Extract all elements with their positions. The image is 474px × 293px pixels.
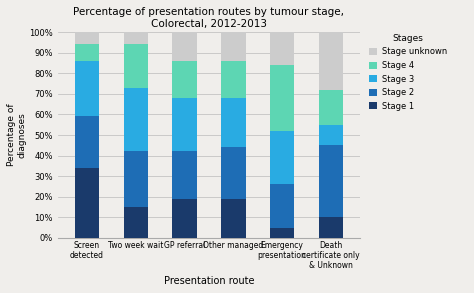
Bar [221, 98, 246, 147]
Bar [270, 65, 294, 131]
Bar [221, 147, 246, 199]
Bar [124, 88, 148, 151]
Bar [173, 61, 197, 98]
Bar [124, 45, 148, 88]
Bar [270, 32, 294, 65]
Bar [124, 32, 148, 45]
X-axis label: Presentation route: Presentation route [164, 276, 254, 286]
Bar [75, 168, 99, 238]
Bar [173, 199, 197, 238]
Bar [270, 131, 294, 184]
Bar [270, 184, 294, 228]
Bar [75, 32, 99, 45]
Bar [75, 61, 99, 117]
Bar [124, 151, 148, 207]
Bar [75, 45, 99, 61]
Bar [173, 98, 197, 151]
Bar [319, 125, 343, 145]
Bar [173, 32, 197, 61]
Bar [319, 90, 343, 125]
Bar [319, 32, 343, 90]
Bar [221, 61, 246, 98]
Bar [75, 117, 99, 168]
Title: Percentage of presentation routes by tumour stage,
Colorectal, 2012-2013: Percentage of presentation routes by tum… [73, 7, 345, 28]
Bar [124, 207, 148, 238]
Bar [319, 145, 343, 217]
Bar [173, 151, 197, 199]
Bar [270, 228, 294, 238]
Bar [221, 199, 246, 238]
Bar [319, 217, 343, 238]
Y-axis label: Percentage of
diagnoses: Percentage of diagnoses [7, 104, 27, 166]
Legend: Stage unknown, Stage 4, Stage 3, Stage 2, Stage 1: Stage unknown, Stage 4, Stage 3, Stage 2… [367, 32, 448, 113]
Bar [221, 32, 246, 61]
